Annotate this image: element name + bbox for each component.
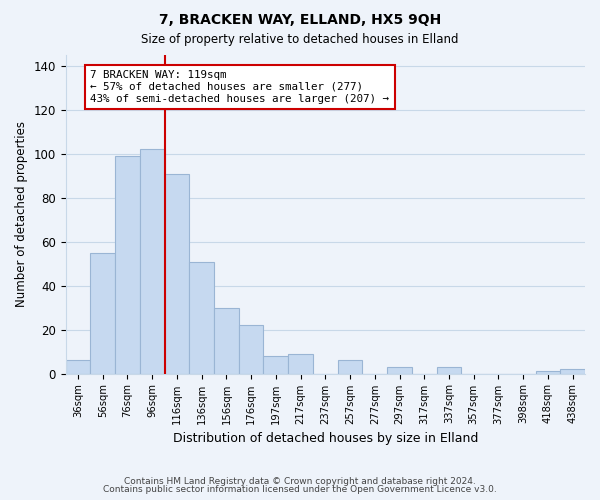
Bar	[239, 325, 263, 374]
Y-axis label: Number of detached properties: Number of detached properties	[15, 122, 28, 308]
Bar	[437, 367, 461, 374]
Bar	[91, 252, 115, 374]
Bar	[214, 308, 239, 374]
Text: 7, BRACKEN WAY, ELLAND, HX5 9QH: 7, BRACKEN WAY, ELLAND, HX5 9QH	[159, 12, 441, 26]
Bar	[115, 156, 140, 374]
Bar	[288, 354, 313, 374]
Bar	[263, 356, 288, 374]
Bar	[140, 150, 164, 374]
Text: 7 BRACKEN WAY: 119sqm
← 57% of detached houses are smaller (277)
43% of semi-det: 7 BRACKEN WAY: 119sqm ← 57% of detached …	[91, 70, 389, 104]
Bar	[560, 369, 585, 374]
Text: Contains HM Land Registry data © Crown copyright and database right 2024.: Contains HM Land Registry data © Crown c…	[124, 477, 476, 486]
Bar	[164, 174, 190, 374]
X-axis label: Distribution of detached houses by size in Elland: Distribution of detached houses by size …	[173, 432, 478, 445]
Bar	[65, 360, 91, 374]
Text: Size of property relative to detached houses in Elland: Size of property relative to detached ho…	[141, 32, 459, 46]
Bar	[338, 360, 362, 374]
Bar	[387, 367, 412, 374]
Text: Contains public sector information licensed under the Open Government Licence v3: Contains public sector information licen…	[103, 484, 497, 494]
Bar	[190, 262, 214, 374]
Bar	[536, 372, 560, 374]
